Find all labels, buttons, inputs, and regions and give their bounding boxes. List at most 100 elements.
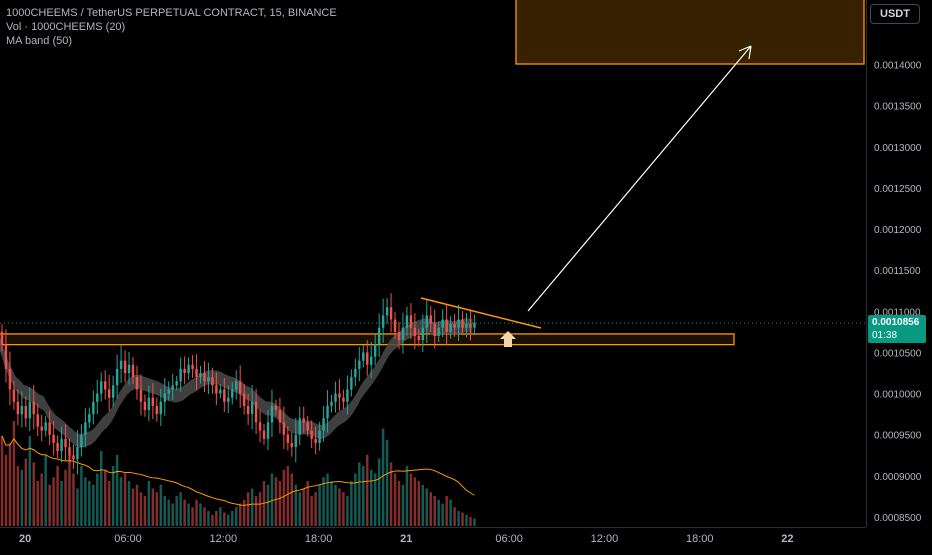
candle-body [20,405,24,415]
volume-bar [461,512,464,526]
candle-body [127,364,131,374]
volume-bar [238,503,242,526]
volume-bar [191,507,194,526]
volume-bar [119,477,123,526]
candle-body [179,368,182,382]
candle-body [461,319,464,328]
candle-body [123,360,127,374]
volume-bar [282,469,286,526]
candle-body [274,405,278,411]
volume-bar [377,458,381,526]
volume-bar [298,492,301,526]
volume-bar [151,488,155,526]
candle-body [119,360,123,369]
candle-body [175,381,178,386]
volume-bar [318,484,321,526]
candle-body [354,368,357,378]
candle-body [433,323,436,336]
volume-bar [350,481,353,526]
candle-body [234,381,238,390]
volume-bar [48,484,51,526]
candle-body [60,438,63,452]
volume-bar [28,436,32,526]
candle-body [286,434,290,443]
candle-body [44,422,47,431]
candle-body [80,434,83,448]
volume-bar [465,514,468,526]
volume-bar [72,473,75,526]
candle-body [342,397,345,402]
time-axis[interactable]: 20 06:00 12:00 18:00 21 06:00 12:00 18:00 22 [0,527,866,546]
candle-body [171,385,174,390]
volume-bar [405,466,409,526]
time-tick-label: 18:00 [305,533,333,545]
candle-body [326,405,329,419]
candle-body [437,327,440,336]
candle-body [306,422,309,431]
candle-body [103,381,107,390]
candle-body [358,360,361,369]
candle-body [155,405,159,415]
volume-bar [36,481,39,526]
candle-body [266,422,270,439]
volume-bar [469,517,472,526]
candle-body [131,364,135,378]
price-tick-label: 0.0009000 [874,472,922,483]
candle-body [401,327,405,341]
candle-body [350,377,353,390]
price-axis[interactable]: 0.0014000 0.0013500 0.0013000 0.0012500 0.00… [866,0,922,527]
volume-bar [187,503,190,526]
candle-body [425,315,429,328]
volume-bar [234,507,238,526]
candle-body [346,389,349,402]
volume-bar [40,473,43,526]
candle-body [377,327,381,345]
candle-body [40,426,43,431]
currency-button[interactable]: USDT [870,4,920,24]
candle-body [207,377,210,382]
candle-body [48,422,51,435]
chart-legend: 1000CHEEMS / TetherUS PERPETUAL CONTRACT… [6,6,337,48]
volume-bar [358,462,361,526]
volume-bar [433,496,436,526]
legend-volume[interactable]: Vol · 1000CHEEMS (20) [6,21,126,33]
volume-bar [278,481,282,526]
candle-body [469,323,472,328]
candle-body [84,422,87,435]
candle-body [381,315,385,328]
target-zone [515,0,865,65]
volume-bar [302,488,305,526]
candle-body [397,331,401,341]
candle-body [314,438,317,443]
volume-bar [322,477,325,526]
candle-body [8,368,12,390]
volume-bar [4,454,8,526]
time-tick-label: 21 [400,533,412,545]
candle-body [413,327,417,336]
volume-bar [183,499,186,526]
candle-body [0,331,4,345]
candle-body [68,447,71,456]
candle-body [302,418,305,423]
volume-ma [1,435,475,506]
volume-bar [326,473,329,526]
legend-ma-band[interactable]: MA band (50) [6,35,73,47]
volume-bar [250,488,254,526]
volume-bar [401,484,405,526]
legend-symbol[interactable]: 1000CHEEMS / TetherUS PERPETUAL CONTRACT… [6,7,337,19]
candle-body [231,389,234,398]
candle-body [330,401,333,406]
candle-body [242,393,246,406]
volume-bar [381,428,385,526]
candle-body [262,430,266,439]
projection-arrow [527,45,752,312]
volume-bar [330,481,333,526]
candle-body [12,389,16,402]
volume-bar [397,481,401,526]
candle-body [163,393,167,402]
candle-body [211,377,214,386]
volume-bar [425,488,429,526]
volume-bar [362,466,365,526]
